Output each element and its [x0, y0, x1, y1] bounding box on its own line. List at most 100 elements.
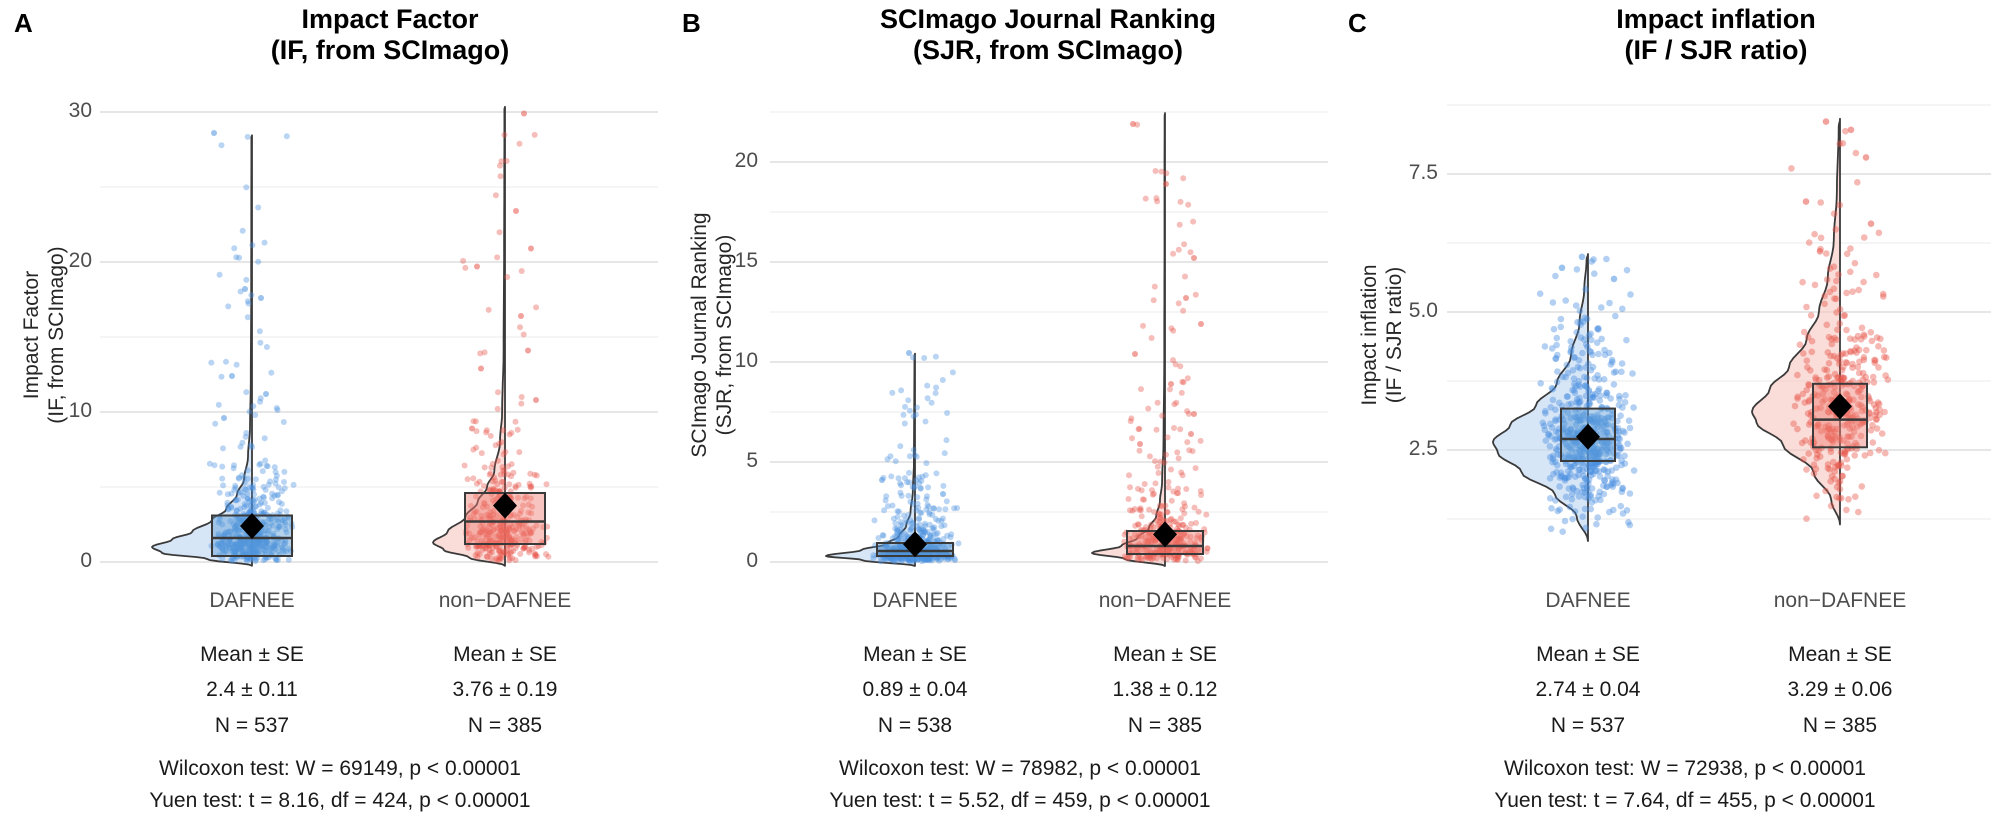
- data-point: [243, 539, 250, 546]
- data-point: [243, 389, 250, 396]
- data-point: [257, 531, 264, 537]
- data-point: [479, 537, 485, 544]
- data-point: [496, 554, 503, 561]
- data-point: [282, 540, 289, 546]
- data-point: [222, 542, 229, 549]
- data-point: [934, 536, 941, 543]
- data-point: [467, 502, 474, 509]
- data-point: [499, 523, 506, 530]
- data-point: [249, 549, 256, 555]
- data-point: [905, 556, 912, 563]
- y-tick-label: 5.0: [1408, 299, 1438, 322]
- data-point: [237, 545, 244, 552]
- data-point: [234, 521, 241, 528]
- data-point: [895, 475, 902, 482]
- data-point: [528, 484, 534, 491]
- data-point: [235, 489, 242, 496]
- data-point: [502, 528, 509, 535]
- x-tick-label: DAFNEE: [1545, 589, 1631, 612]
- data-point: [490, 485, 497, 492]
- data-point: [489, 460, 496, 467]
- data-point: [265, 515, 272, 522]
- data-point: [494, 405, 501, 412]
- data-point: [258, 543, 265, 550]
- data-point: [279, 544, 286, 551]
- data-point: [228, 503, 235, 510]
- data-point: [908, 524, 915, 531]
- data-point: [527, 495, 534, 502]
- data-point: [931, 544, 938, 551]
- x-tick-label: non−DAFNEE: [1098, 589, 1232, 612]
- data-point: [239, 227, 246, 234]
- data-point: [525, 501, 532, 508]
- data-point: [500, 523, 507, 530]
- data-point: [508, 537, 515, 544]
- data-point: [929, 512, 936, 518]
- data-point: [506, 481, 513, 488]
- data-point: [483, 429, 490, 436]
- data-point: [916, 515, 922, 522]
- data-point: [278, 517, 285, 524]
- data-point: [492, 442, 499, 449]
- data-point: [522, 537, 529, 544]
- data-point: [265, 481, 272, 488]
- data-point: [938, 523, 945, 530]
- data-point: [497, 471, 504, 478]
- panel-title-line: SCImago Journal Ranking: [879, 4, 1217, 34]
- data-point: [226, 528, 233, 535]
- data-point: [486, 538, 493, 545]
- data-point: [521, 545, 527, 552]
- data-point: [476, 529, 483, 536]
- data-point: [215, 519, 222, 526]
- data-point: [258, 508, 265, 515]
- data-point: [507, 555, 513, 562]
- data-point: [915, 526, 922, 533]
- data-point: [229, 556, 236, 563]
- data-point: [543, 551, 549, 558]
- data-point: [243, 430, 250, 436]
- data-point: [243, 537, 250, 544]
- mean-diamond: [240, 513, 264, 539]
- data-point: [281, 541, 288, 548]
- data-point: [253, 557, 260, 563]
- data-point: [215, 401, 222, 408]
- data-point: [247, 556, 254, 563]
- data-point: [260, 546, 267, 553]
- data-point: [231, 557, 238, 564]
- data-point: [232, 484, 239, 491]
- data-point: [271, 464, 278, 471]
- data-point: [249, 539, 256, 546]
- panel-title: Impact Factor (IF, from SCImago): [271, 4, 510, 66]
- data-point: [262, 457, 269, 464]
- data-point: [897, 519, 904, 525]
- data-point: [270, 542, 277, 549]
- data-point: [244, 490, 251, 497]
- data-point: [526, 528, 533, 535]
- data-point: [488, 521, 495, 528]
- data-point: [507, 550, 514, 557]
- data-point: [279, 538, 285, 545]
- data-point: [271, 543, 278, 550]
- data-point: [216, 489, 223, 496]
- data-point: [518, 508, 525, 514]
- data-point: [502, 448, 509, 455]
- data-point: [242, 433, 249, 440]
- data-point: [505, 534, 512, 541]
- data-point: [516, 449, 523, 456]
- data-point: [250, 537, 257, 544]
- data-point: [278, 544, 285, 551]
- data-point: [230, 521, 237, 528]
- data-point: [263, 462, 270, 469]
- data-point: [496, 440, 503, 447]
- data-point: [919, 529, 926, 536]
- data-point: [484, 503, 491, 510]
- data-point: [281, 515, 288, 522]
- y-tick-label: 0: [80, 549, 92, 572]
- data-point: [915, 474, 922, 481]
- yuen-test-text: Yuen test: t = 7.64, df = 455, p < 0.000…: [1494, 789, 1876, 812]
- data-point: [484, 527, 491, 534]
- data-point: [525, 526, 532, 533]
- data-point: [489, 545, 496, 551]
- data-point: [487, 509, 494, 515]
- data-point: [223, 548, 230, 555]
